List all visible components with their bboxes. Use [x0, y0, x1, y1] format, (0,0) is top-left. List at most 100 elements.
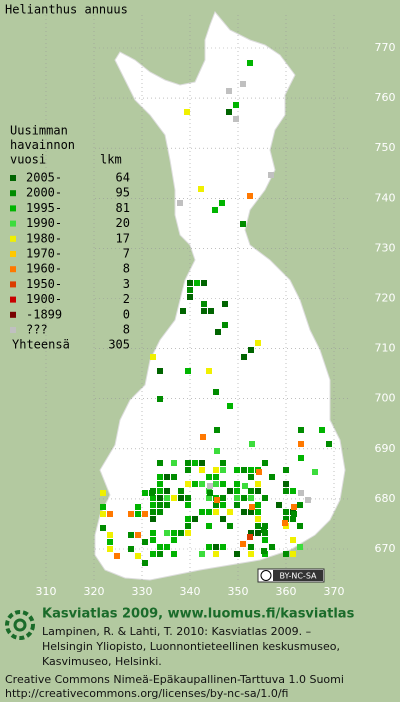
observation-square [199, 509, 205, 515]
observation-square [256, 469, 262, 475]
legend-total: 305 [108, 338, 130, 352]
observation-square [227, 523, 233, 529]
observation-square [171, 495, 177, 501]
observation-square [234, 502, 240, 508]
observation-squares [100, 60, 332, 566]
observation-square [262, 537, 268, 543]
observation-square [248, 474, 254, 480]
observation-square [185, 495, 191, 501]
legend-swatch [10, 235, 16, 242]
observation-square [326, 441, 332, 447]
observation-square [282, 520, 288, 526]
observation-square [164, 495, 170, 501]
observation-square [164, 474, 170, 480]
observation-square [164, 502, 170, 508]
legend-count: 8 [123, 262, 130, 276]
observation-square [248, 488, 254, 494]
observation-square [185, 530, 191, 536]
citation-line: Kasvimuseo, Helsinki. [42, 655, 162, 668]
observation-square [208, 308, 214, 314]
observation-square [291, 511, 297, 517]
legend-swatch [10, 266, 16, 273]
observation-square [206, 523, 212, 529]
observation-square [219, 200, 225, 206]
observation-square [107, 546, 113, 552]
legend-header: Uusimman [10, 124, 68, 138]
observation-square [150, 509, 156, 515]
observation-square [297, 523, 303, 529]
legend-count: 7 [123, 247, 130, 261]
north-label: 680 [375, 492, 396, 505]
observation-square [177, 200, 183, 206]
observation-square [234, 467, 240, 473]
observation-square [227, 403, 233, 409]
observation-square [171, 460, 177, 466]
observation-square [212, 207, 218, 213]
observation-square [220, 516, 226, 522]
observation-square [248, 544, 254, 550]
legend-count: 20 [116, 216, 130, 230]
observation-square [291, 504, 297, 510]
observation-square [142, 539, 148, 545]
observation-square [185, 481, 191, 487]
observation-square [213, 474, 219, 480]
observation-square [283, 481, 289, 487]
observation-square [100, 511, 106, 517]
observation-square [100, 504, 106, 510]
east-label: 360 [276, 585, 297, 598]
east-label: 350 [228, 585, 249, 598]
north-label: 770 [375, 41, 396, 54]
observation-square [248, 467, 254, 473]
observation-square [261, 527, 267, 533]
observation-square [215, 329, 221, 335]
east-label: 320 [84, 585, 105, 598]
observation-square [142, 560, 148, 566]
observation-square [187, 280, 193, 286]
legend-count: 81 [116, 201, 130, 215]
observation-square [192, 481, 198, 487]
observation-square [283, 467, 289, 473]
legend-count: 8 [123, 323, 130, 337]
observation-square [185, 516, 191, 522]
legend-swatch [10, 251, 16, 257]
observation-square [206, 544, 212, 550]
observation-square [227, 509, 233, 515]
east-label: 340 [180, 585, 201, 598]
license-badge: BY-NC-SA [257, 568, 325, 583]
observation-square [262, 495, 268, 501]
observation-square [283, 551, 289, 557]
observation-square [290, 537, 296, 543]
observation-square [255, 502, 261, 508]
observation-square [255, 530, 261, 536]
observation-square [290, 488, 296, 494]
observation-square [157, 509, 163, 515]
observation-square [255, 488, 261, 494]
observation-square [214, 427, 220, 433]
observation-square [255, 481, 261, 487]
north-label: 760 [375, 91, 396, 104]
observation-square [248, 347, 254, 353]
observation-square [185, 467, 191, 473]
legend-label: 1980- [26, 231, 62, 245]
observation-square [283, 488, 289, 494]
observation-square [135, 511, 141, 517]
north-label: 720 [375, 292, 396, 305]
legend-label: 1990- [26, 216, 62, 230]
legend-count: 2 [123, 292, 130, 306]
legend-header: havainnon [10, 138, 75, 152]
license-line: http://creativecommons.org/licenses/by-n… [5, 687, 288, 700]
observation-square [213, 467, 219, 473]
observation-square [255, 523, 261, 529]
legend-count: 3 [123, 277, 130, 291]
observation-square [157, 368, 163, 374]
observation-square [200, 434, 206, 440]
footer-heading: Kasviatlas 2009, www.luomus.fi/kasviatla… [42, 607, 355, 622]
legend-swatch [10, 296, 16, 303]
legend-swatch [10, 327, 16, 333]
legend-count: 64 [116, 171, 130, 185]
legend-label: 2000- [26, 186, 62, 200]
observation-square [207, 490, 213, 496]
observation-square [220, 467, 226, 473]
